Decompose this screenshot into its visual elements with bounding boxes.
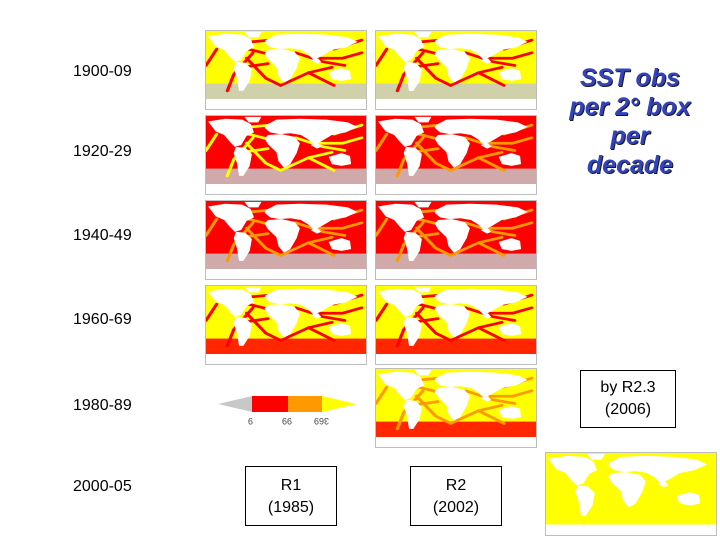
colorbar-red-segment (252, 396, 288, 412)
map-svg (206, 286, 366, 364)
map-r23-1980 (375, 368, 537, 448)
map-svg (546, 453, 716, 535)
r1-label-box: R1 (1985) (245, 466, 337, 526)
r2-label-box: R2 (2002) (410, 466, 502, 526)
map-r1-1920 (205, 115, 367, 195)
colorbar-gray-segment (218, 396, 252, 412)
map-svg (376, 31, 536, 109)
map-svg (206, 201, 366, 279)
map-svg (376, 201, 536, 279)
decade-label-2000: 2000-05 (73, 478, 132, 495)
colorbar-tick-9: 9 (248, 416, 254, 426)
r23-label-line2: (2006) (604, 401, 652, 418)
colorbar-tick-99: 99 (282, 416, 293, 426)
colorbar-yellow-segment (322, 396, 356, 412)
r1-label-name: R1 (280, 477, 302, 494)
map-svg (376, 116, 536, 194)
decade-label-1900: 1900-09 (73, 63, 132, 80)
map-svg (206, 116, 366, 194)
colorbar-legend: 9 99 369 (218, 393, 358, 433)
title-line-4: decade (586, 151, 674, 179)
chart-title: SST obs per 2° box per decade (540, 64, 720, 180)
map-svg (206, 31, 366, 109)
r2-label-year: (2002) (432, 499, 480, 516)
colorbar-orange-segment (288, 396, 322, 412)
map-r1-1940 (205, 200, 367, 280)
map-r2-1920 (375, 115, 537, 195)
r23-label-line1: by R2.3 (600, 379, 656, 396)
title-line-3: per (610, 122, 650, 150)
map-svg (376, 286, 536, 364)
r23-label-box: by R2.3 (2006) (580, 370, 676, 428)
map-r2-1900 (375, 30, 537, 110)
decade-label-1920: 1920-29 (73, 143, 132, 160)
title-line-2: per 2° box (569, 93, 691, 121)
r2-label-name: R2 (445, 477, 467, 494)
colorbar-svg (218, 396, 356, 412)
decade-label-1980: 1980-89 (73, 397, 132, 414)
decade-label-1960: 1960-69 (73, 311, 132, 328)
map-svg (376, 369, 536, 447)
map-r1-1900 (205, 30, 367, 110)
title-line-1: SST obs (579, 64, 680, 92)
map-r1-1960 (205, 285, 367, 365)
r1-label-year: (1985) (267, 499, 315, 516)
decade-label-1940: 1940-49 (73, 227, 132, 244)
colorbar-tick-369: 369 (314, 416, 330, 426)
map-r2-1960 (375, 285, 537, 365)
map-r2-1940 (375, 200, 537, 280)
map-2000 (545, 452, 717, 536)
